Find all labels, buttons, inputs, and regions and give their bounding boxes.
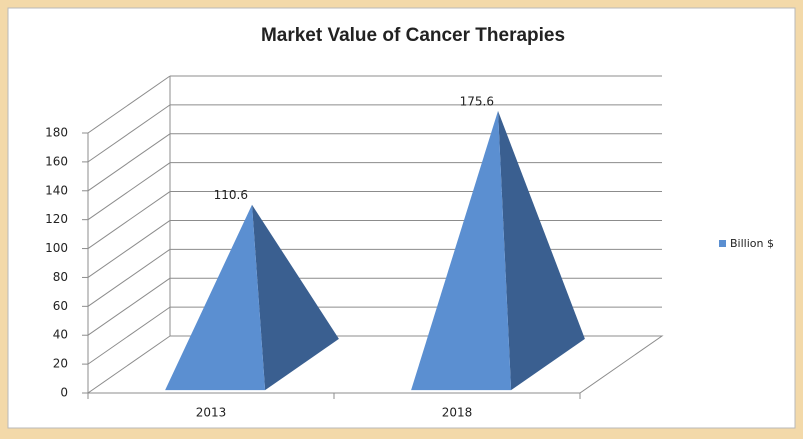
grid-line	[87, 162, 171, 221]
grid-line	[87, 133, 171, 192]
pyramid-front	[165, 204, 266, 391]
y-tick-label: 100	[45, 241, 68, 255]
pyramid-side	[252, 204, 339, 391]
y-tick-label: 180	[45, 126, 68, 140]
legend-swatch	[719, 240, 726, 247]
grid-line	[87, 191, 171, 249]
grid-line	[87, 75, 171, 134]
x-tick-label: 2013	[196, 406, 227, 420]
legend-label: Billion $	[730, 237, 774, 250]
grid-line	[87, 220, 171, 278]
grid-line	[87, 335, 171, 394]
grid-line	[87, 104, 171, 163]
chart-title: Market Value of Cancer Therapies	[261, 25, 565, 46]
data-label: 175.6	[460, 94, 494, 108]
y-tick-label: 0	[60, 386, 68, 400]
y-tick-label: 80	[53, 270, 68, 284]
chart-area	[7, 7, 796, 429]
grid-line	[87, 306, 171, 365]
pyramid-front	[411, 110, 512, 391]
y-tick-label: 60	[53, 299, 68, 313]
y-tick-label: 140	[45, 183, 68, 197]
y-tick-label: 20	[53, 357, 68, 371]
pyramid-side	[498, 110, 585, 391]
grid-line	[87, 277, 171, 336]
y-tick-label: 40	[53, 328, 68, 342]
data-label: 110.6	[214, 188, 248, 202]
y-tick-label: 160	[45, 154, 68, 168]
y-tick-label: 120	[45, 212, 68, 226]
grid-line	[87, 248, 171, 307]
x-tick-label: 2018	[442, 406, 473, 420]
